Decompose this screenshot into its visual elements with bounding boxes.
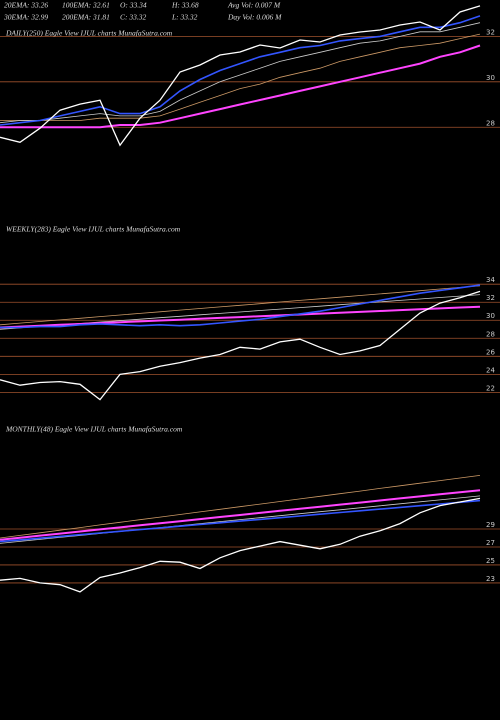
y-tick-label: 22: [486, 384, 495, 392]
series-line: [0, 489, 481, 541]
y-tick-label: 32: [486, 28, 495, 36]
header-stat: 100EMA: 32.61: [62, 1, 110, 10]
header-stat: H: 33.68: [171, 1, 199, 10]
y-tick-label: 23: [486, 575, 495, 583]
series-line: [0, 5, 481, 147]
series-line: [0, 15, 481, 126]
header-stat: Day Vol: 0.006 M: [227, 13, 282, 22]
series-line: [0, 22, 481, 124]
panel-title: WEEKLY(283) Eagle View IJUL charts Munaf…: [6, 225, 181, 234]
y-tick-label: 26: [486, 348, 495, 356]
series-line: [0, 33, 481, 121]
y-tick-label: 32: [486, 294, 495, 302]
series-line: [0, 475, 481, 539]
header-stat: Avg Vol: 0.007 M: [227, 1, 281, 10]
series-line: [0, 499, 481, 543]
y-tick-label: 29: [486, 521, 495, 529]
header-stat: 20EMA: 33.26: [4, 1, 48, 10]
header-stat: C: 33.32: [120, 13, 147, 22]
panel-title: DAILY(250) Eagle View IJUL charts Munafa…: [5, 29, 173, 38]
header-stat: O: 33.34: [120, 1, 147, 10]
header-stat: 200EMA: 31.81: [62, 13, 110, 22]
series-line: [0, 290, 481, 401]
series-line: [0, 284, 481, 329]
y-tick-label: 25: [486, 557, 495, 565]
y-tick-label: 28: [486, 119, 495, 127]
y-tick-label: 24: [486, 366, 495, 374]
series-line: [0, 497, 481, 593]
header-stat: 30EMA: 32.99: [3, 13, 48, 22]
series-line: [0, 44, 481, 129]
series-line: [0, 305, 481, 329]
y-tick-label: 30: [486, 312, 495, 320]
y-tick-label: 27: [486, 539, 495, 547]
y-tick-label: 30: [486, 74, 495, 82]
header-stat: L: 33.32: [171, 13, 198, 22]
y-tick-label: 28: [486, 330, 495, 338]
panel-title: MONTHLY(48) Eagle View IJUL charts Munaf…: [5, 425, 183, 434]
y-tick-label: 34: [486, 276, 495, 284]
series-line: [0, 285, 481, 326]
